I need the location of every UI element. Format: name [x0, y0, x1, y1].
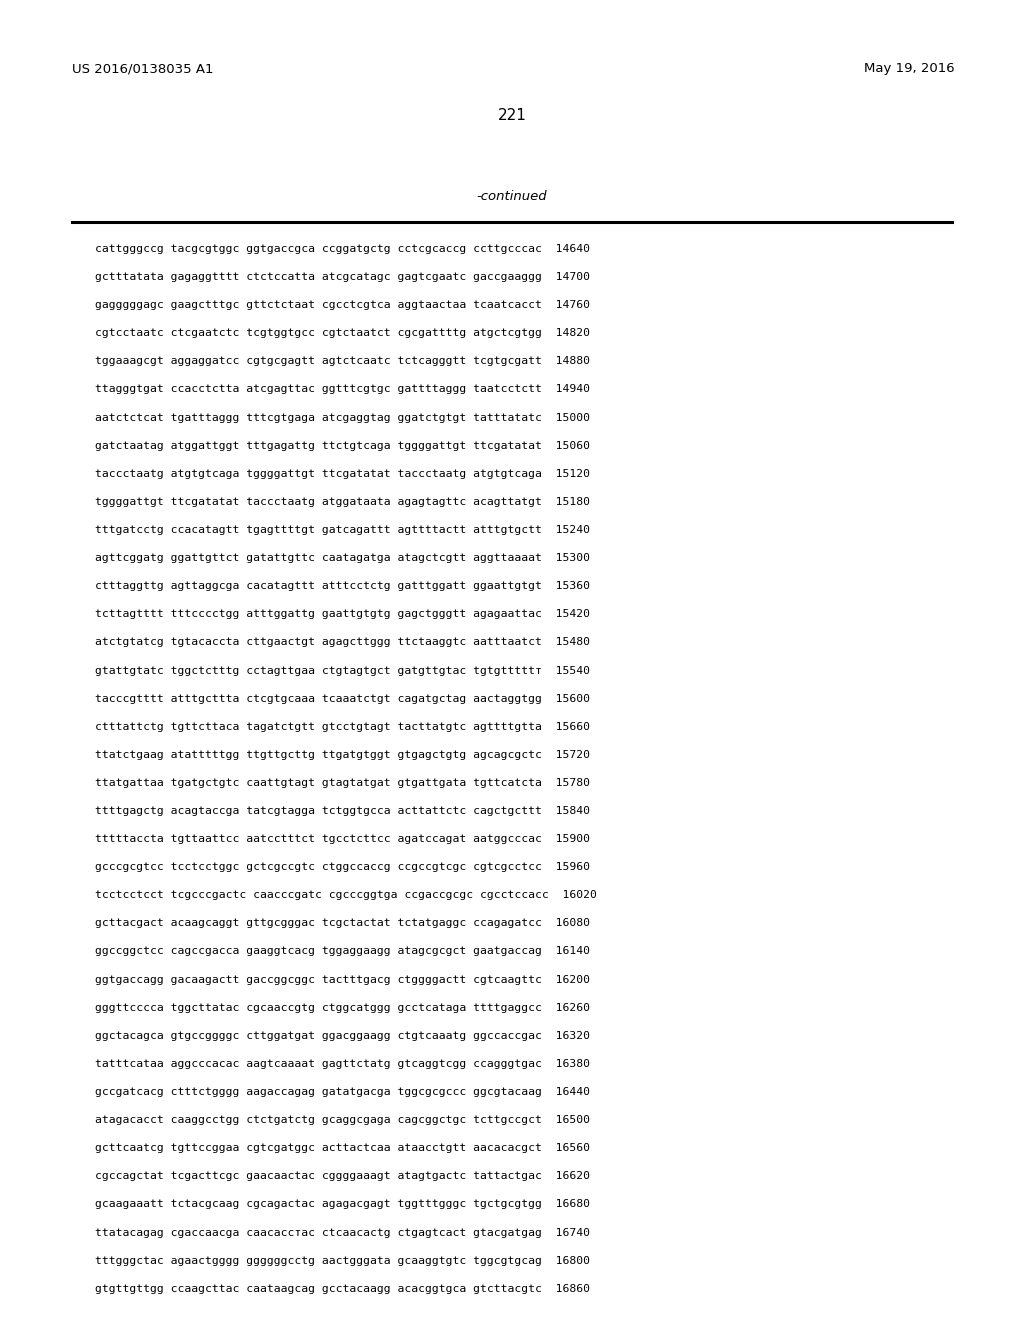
Text: tggaaagcgt aggaggatcc cgtgcgagtt agtctcaatc tctcagggtt tcgtgcgatt  14880: tggaaagcgt aggaggatcc cgtgcgagtt agtctca…	[95, 356, 590, 367]
Text: gcaagaaatt tctacgcaag cgcagactac agagacgagt tggtttgggc tgctgcgtgg  16680: gcaagaaatt tctacgcaag cgcagactac agagacg…	[95, 1200, 590, 1209]
Text: ttatgattaa tgatgctgtc caattgtagt gtagtatgat gtgattgata tgttcatcta  15780: ttatgattaa tgatgctgtc caattgtagt gtagtat…	[95, 777, 590, 788]
Text: ttatacagag cgaccaacga caacaccтac ctcaacactg ctgagtcact gtacgatgag  16740: ttatacagag cgaccaacga caacaccтac ctcaaca…	[95, 1228, 590, 1238]
Text: May 19, 2016: May 19, 2016	[864, 62, 955, 75]
Text: gctttatata gagaggtttt ctctccatta atcgcatagc gagtcgaatc gaccgaaggg  14700: gctttatata gagaggtttt ctctccatta atcgcat…	[95, 272, 590, 282]
Text: gagggggagc gaagctttgc gttctctaat cgcctcgtca aggtaactaa tcaatcacct  14760: gagggggagc gaagctttgc gttctctaat cgcctcg…	[95, 300, 590, 310]
Text: cattgggccg tacgcgtggc ggtgaccgca ccggatgctg cctcgcaccg ccttgcccac  14640: cattgggccg tacgcgtggc ggtgaccgca ccggatg…	[95, 244, 590, 253]
Text: ttagggtgat ccacctctta atcgagttac ggtttcgtgc gattttaggg taatcctctt  14940: ttagggtgat ccacctctta atcgagttac ggtttcg…	[95, 384, 590, 395]
Text: ctttattctg tgttcttaca tagatctgtt gtcctgtagt tacttatgtc agttttgtta  15660: ctttattctg tgttcttaca tagatctgtt gtcctgt…	[95, 722, 590, 731]
Text: gtgttgttgg ccaagcttac caataagcag gcctacaagg acacggtgca gtcttacgtc  16860: gtgttgttgg ccaagcttac caataagcag gcctaca…	[95, 1283, 590, 1294]
Text: 221: 221	[498, 108, 526, 123]
Text: tggggattgt ttcgatatat taccctaatg atggataata agagtagttc acagttatgt  15180: tggggattgt ttcgatatat taccctaatg atggata…	[95, 496, 590, 507]
Text: atagacacct caaggcctgg ctctgatctg gcaggcgaga cagcggctgc tcttgccgct  16500: atagacacct caaggcctgg ctctgatctg gcaggcg…	[95, 1115, 590, 1125]
Text: ttttgagctg acagtaccga tatcgtagga tctggtgcca acttattctc cagctgcttt  15840: ttttgagctg acagtaccga tatcgtagga tctggtg…	[95, 807, 590, 816]
Text: tttgatcctg ccacatagtt tgagttttgt gatcagattt agttttactt atttgtgctt  15240: tttgatcctg ccacatagtt tgagttttgt gatcaga…	[95, 525, 590, 535]
Text: ctttaggttg agttaggcga cacatagttt atttcctctg gatttggatt ggaattgtgt  15360: ctttaggttg agttaggcga cacatagttt atttcct…	[95, 581, 590, 591]
Text: -continued: -continued	[477, 190, 547, 203]
Text: tttttaccta tgttaattcc aatcctttct tgcctcttcc agatccagat aatggcccac  15900: tttttaccta tgttaattcc aatcctttct tgcctct…	[95, 834, 590, 843]
Text: ggccggctcc cagccgacca gaaggtcacg tggaggaagg atagcgcgct gaatgaccag  16140: ggccggctcc cagccgacca gaaggtcacg tggagga…	[95, 946, 590, 957]
Text: ggctacagca gtgccggggc cttggatgat ggacggaagg ctgtcaaatg ggccaccgac  16320: ggctacagca gtgccggggc cttggatgat ggacgga…	[95, 1031, 590, 1040]
Text: gatctaatag atggattggt tttgagattg ttctgtcaga tggggattgt ttcgatatat  15060: gatctaatag atggattggt tttgagattg ttctgtc…	[95, 441, 590, 450]
Text: cgtcctaatc ctcgaatctc tcgtggtgcc cgtctaatct cgcgattttg atgctcgtgg  14820: cgtcctaatc ctcgaatctc tcgtggtgcc cgtctaa…	[95, 329, 590, 338]
Text: tttgggctac agaactgggg ggggggcctg aactgggata gcaaggtgtc tggcgtgcag  16800: tttgggctac agaactgggg ggggggcctg aactggg…	[95, 1255, 590, 1266]
Text: gccgatcacg ctttctgggg aagaccagag gatatgacga tggcgcgccc ggcgtacaag  16440: gccgatcacg ctttctgggg aagaccagag gatatga…	[95, 1086, 590, 1097]
Text: tatttcataa aggcccacac aagtcaaaat gagttctatg gtcaggtcgg ccagggtgac  16380: tatttcataa aggcccacac aagtcaaaat gagttct…	[95, 1059, 590, 1069]
Text: tcctcctcct tcgcccgactc caacccgatc cgcccggtga ccgaccgcgc cgcctccacc  16020: tcctcctcct tcgcccgactc caacccgatc cgcccg…	[95, 890, 597, 900]
Text: agttcggatg ggattgttct gatattgttc caatagatga atagctcgtt aggttaaaat  15300: agttcggatg ggattgttct gatattgttc caataga…	[95, 553, 590, 564]
Text: atctgtatcg tgtacaccta cttgaactgt agagcttggg ttctaaggtc aatttaatct  15480: atctgtatcg tgtacaccta cttgaactgt agagctt…	[95, 638, 590, 647]
Text: taccctaatg atgtgtcaga tggggattgt ttcgatatat taccctaatg atgtgtcaga  15120: taccctaatg atgtgtcaga tggggattgt ttcgata…	[95, 469, 590, 479]
Text: tacccgtttt atttgcttta ctcgtgcaaa tcaaatctgt cagatgctag aactaggtgg  15600: tacccgtttt atttgcttta ctcgtgcaaa tcaaatc…	[95, 693, 590, 704]
Text: US 2016/0138035 A1: US 2016/0138035 A1	[72, 62, 213, 75]
Text: gcttacgact acaagcaggt gttgcgggac tcgctactat tctatgaggc ccagagatcc  16080: gcttacgact acaagcaggt gttgcgggac tcgctac…	[95, 919, 590, 928]
Text: ttatctgaag atatttttgg ttgttgcttg ttgatgtggt gtgagctgtg agcagcgctc  15720: ttatctgaag atatttttgg ttgttgcttg ttgatgt…	[95, 750, 590, 760]
Text: gcccgcgtcc tcctcctggc gctcgccgtc ctggccaccg ccgccgtcgc cgtcgcctcc  15960: gcccgcgtcc tcctcctggc gctcgccgtc ctggcca…	[95, 862, 590, 873]
Text: tcttagtttt tttcccctgg atttggattg gaattgtgtg gagctgggtt agagaattac  15420: tcttagtttt tttcccctgg atttggattg gaattgt…	[95, 610, 590, 619]
Text: gcttcaatcg tgttccggaa cgtcgatggc acttactcaa ataacctgtt aacacacgct  16560: gcttcaatcg tgttccggaa cgtcgatggc acttact…	[95, 1143, 590, 1154]
Text: cgccagctat tcgacttcgc gaacaactac cggggaaagt atagtgactc tattactgac  16620: cgccagctat tcgacttcgc gaacaactac cggggaa…	[95, 1171, 590, 1181]
Text: gggttcccca tggcttatac cgcaaccgtg ctggcatggg gcctcataga ttttgaggcc  16260: gggttcccca tggcttatac cgcaaccgtg ctggcat…	[95, 1003, 590, 1012]
Text: gtattgtatc tggctctttg cctagttgaa ctgtagtgct gatgttgtac tgtgtttttт  15540: gtattgtatc tggctctttg cctagttgaa ctgtagt…	[95, 665, 590, 676]
Text: ggtgaccagg gacaagactt gaccggcggc tactttgacg ctggggactt cgtcaagttc  16200: ggtgaccagg gacaagactt gaccggcggc tactttg…	[95, 974, 590, 985]
Text: aatctctcat tgatttaggg tttcgtgaga atcgaggtag ggatctgtgt tatttatatc  15000: aatctctcat tgatttaggg tttcgtgaga atcgagg…	[95, 413, 590, 422]
